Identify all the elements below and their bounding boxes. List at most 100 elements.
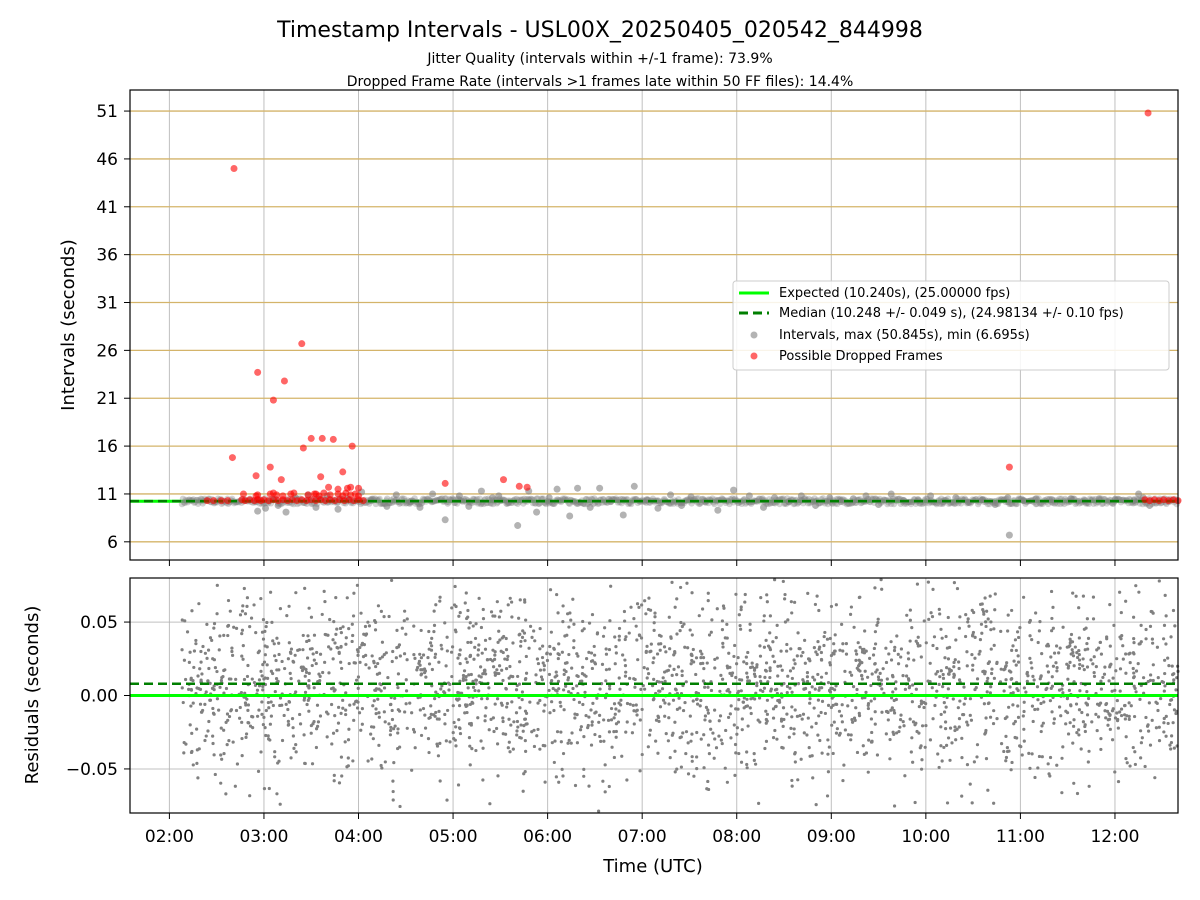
residual-point	[999, 742, 1004, 746]
residual-point	[901, 720, 905, 724]
residual-point	[689, 662, 693, 666]
residual-point	[346, 756, 350, 760]
residual-point	[456, 656, 460, 660]
residual-point	[608, 684, 612, 688]
residual-point	[828, 690, 833, 694]
interval-point	[974, 500, 982, 508]
residual-point	[506, 746, 510, 750]
residual-point	[942, 745, 946, 750]
residual-point	[245, 596, 250, 600]
residual-point	[1092, 655, 1096, 659]
residual-point	[604, 647, 608, 651]
residual-point	[695, 702, 700, 706]
interval-point	[586, 503, 594, 511]
residual-point	[743, 600, 747, 604]
residual-point	[694, 672, 698, 677]
residual-point	[352, 718, 356, 722]
residual-point	[1042, 700, 1046, 704]
residual-point	[347, 727, 351, 731]
residual-point	[303, 674, 307, 678]
residual-point	[866, 675, 870, 679]
residual-point	[658, 648, 662, 652]
residual-point	[911, 683, 915, 687]
residual-point	[644, 612, 648, 616]
residual-point	[1076, 655, 1080, 660]
residual-point	[341, 706, 345, 710]
residual-point	[854, 706, 858, 710]
residual-point	[354, 678, 359, 682]
residual-point	[600, 662, 605, 666]
residual-point	[367, 666, 371, 670]
interval-point	[797, 492, 805, 500]
residual-point	[449, 650, 454, 654]
dropped-frame-point	[1005, 463, 1013, 471]
residual-point	[758, 675, 762, 679]
residual-point	[393, 724, 397, 728]
residual-point	[817, 714, 821, 718]
residual-point	[1085, 665, 1090, 669]
residual-point	[575, 674, 579, 678]
residual-point	[638, 718, 642, 722]
residual-point	[266, 737, 271, 741]
residual-point	[543, 780, 547, 784]
residual-point	[1002, 749, 1006, 754]
residual-point	[292, 746, 296, 750]
residual-point	[619, 698, 623, 702]
residual-point	[1049, 655, 1053, 659]
residual-point	[1132, 641, 1136, 645]
residual-point	[1136, 661, 1140, 666]
residual-point	[367, 624, 372, 628]
residual-point	[667, 702, 671, 706]
residual-point	[563, 634, 567, 638]
residual-point	[858, 645, 862, 649]
residual-point	[382, 686, 387, 690]
residual-point	[707, 787, 711, 792]
residual-point	[1139, 729, 1143, 733]
residual-point	[1077, 708, 1082, 712]
residual-point	[887, 652, 891, 656]
residual-point	[905, 664, 909, 668]
residual-point	[570, 731, 574, 735]
residual-point	[744, 655, 748, 659]
residual-point	[199, 678, 203, 682]
interval-point	[866, 498, 873, 505]
interval-point	[685, 498, 693, 505]
dropped-frame-point	[317, 473, 325, 481]
residual-point	[1151, 641, 1155, 645]
residual-point	[195, 727, 199, 731]
residual-point	[494, 726, 499, 731]
interval-point	[254, 507, 262, 515]
residual-point	[305, 656, 310, 660]
residual-point	[873, 722, 877, 726]
residual-point	[1119, 713, 1124, 718]
residual-point	[1151, 678, 1155, 683]
residual-point	[663, 714, 667, 718]
residual-point	[520, 635, 525, 639]
residual-point	[1048, 755, 1053, 760]
residual-point	[648, 650, 652, 654]
dropped-frame-point	[355, 492, 363, 500]
residual-point	[554, 775, 558, 779]
residual-point	[623, 637, 627, 642]
residual-point	[1157, 725, 1161, 729]
residual-point	[622, 609, 627, 614]
residual-point	[894, 697, 898, 702]
residual-point	[212, 626, 216, 630]
residual-point	[440, 684, 444, 688]
interval-point	[1020, 497, 1028, 505]
residual-point	[811, 675, 815, 679]
residual-point	[991, 721, 996, 726]
residual-point	[673, 770, 677, 774]
residual-point	[986, 788, 990, 792]
residual-point	[305, 639, 309, 644]
residual-point	[911, 720, 916, 724]
residual-point	[493, 671, 497, 675]
interval-point	[712, 496, 719, 504]
residual-point	[328, 617, 332, 622]
residual-point	[889, 708, 893, 712]
residual-point	[930, 686, 934, 690]
residual-point	[1167, 664, 1171, 668]
residual-point	[566, 741, 570, 745]
interval-point	[1005, 531, 1013, 539]
residual-point	[1005, 745, 1010, 750]
